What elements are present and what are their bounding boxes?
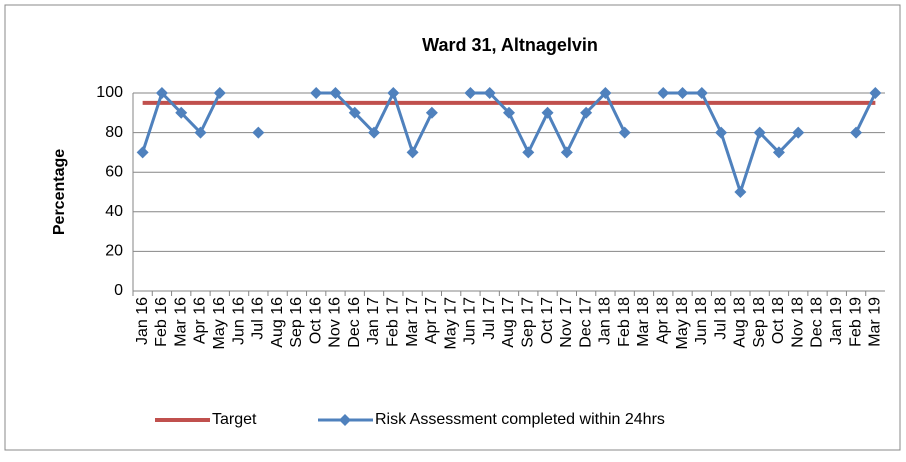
x-tick-label: Jun 17 — [462, 297, 479, 345]
chart-title: Ward 31, Altnagelvin — [422, 35, 598, 55]
data-point — [695, 87, 708, 99]
x-tick-label: Dec 16 — [346, 297, 363, 348]
data-point — [599, 87, 612, 99]
x-tick-label: Sep 18 — [751, 297, 768, 348]
data-point — [194, 126, 207, 139]
x-tick-label: Oct 18 — [770, 297, 787, 344]
legend-label: Target — [212, 411, 257, 428]
x-tick-label: Nov 18 — [789, 297, 806, 348]
data-point — [657, 87, 670, 99]
x-tick-label: May 16 — [211, 297, 228, 350]
x-tick-label: Nov 17 — [558, 297, 575, 348]
data-point — [503, 106, 515, 119]
data-point — [560, 146, 573, 159]
x-tick-label: Jan 16 — [134, 297, 151, 345]
x-tick-label: Jun 18 — [693, 297, 710, 345]
y-tick-label: 20 — [105, 243, 123, 260]
x-tick-label: Feb 18 — [616, 297, 633, 347]
y-tick-label: 0 — [114, 282, 123, 299]
x-tick-label: Jul 18 — [712, 297, 729, 340]
y-tick-label: 40 — [105, 203, 123, 220]
x-tick-label: Apr 17 — [423, 297, 440, 344]
x-tick-label: Mar 19 — [867, 297, 884, 347]
x-tick-label: Aug 17 — [500, 297, 517, 348]
x-tick-label: Oct 17 — [539, 297, 556, 344]
data-point — [329, 87, 342, 99]
data-point — [387, 87, 400, 99]
x-tick-label: Sep 17 — [520, 297, 537, 348]
data-point — [368, 126, 381, 139]
x-tick-label: Dec 17 — [577, 297, 594, 348]
data-point — [734, 186, 747, 198]
data-point — [541, 106, 554, 119]
data-point — [136, 146, 149, 159]
x-tick-label: Jul 17 — [481, 297, 498, 340]
x-tick-label: Jul 16 — [250, 297, 267, 340]
data-point — [406, 146, 419, 159]
x-tick-label: Jun 16 — [230, 297, 247, 345]
data-point — [580, 106, 593, 119]
x-tick-label: Jan 17 — [365, 297, 382, 345]
x-tick-label: May 18 — [674, 297, 691, 350]
data-point — [869, 87, 882, 99]
y-tick-label: 60 — [105, 163, 123, 180]
data-point — [425, 106, 438, 119]
legend-label: Risk Assessment completed within 24hrs — [375, 411, 665, 428]
data-point — [676, 87, 689, 99]
x-tick-label: Apr 16 — [192, 297, 209, 344]
legend-marker — [339, 414, 351, 426]
y-tick-label: 100 — [96, 84, 123, 101]
data-point — [483, 87, 496, 99]
data-point — [792, 126, 805, 139]
data-point — [753, 126, 766, 139]
x-tick-label: Mar 18 — [635, 297, 652, 347]
x-tick-label: Aug 16 — [269, 297, 286, 348]
data-point — [348, 106, 361, 119]
data-point — [772, 146, 785, 159]
data-point — [252, 126, 265, 139]
x-tick-label: May 17 — [442, 297, 459, 350]
x-tick-label: Feb 19 — [847, 297, 864, 347]
y-tick-label: 80 — [105, 124, 123, 141]
x-tick-label: Apr 18 — [654, 297, 671, 344]
x-tick-label: Aug 18 — [732, 297, 749, 348]
x-tick-label: Feb 16 — [153, 297, 170, 347]
data-point — [213, 87, 226, 99]
data-point — [310, 87, 323, 99]
y-axis-label: Percentage — [51, 149, 68, 235]
x-tick-label: Feb 17 — [385, 297, 402, 347]
x-tick-label: Nov 16 — [327, 297, 344, 348]
x-tick-label: Jan 18 — [597, 297, 614, 345]
data-point — [155, 87, 168, 99]
data-point — [464, 87, 477, 99]
x-tick-label: Mar 16 — [172, 297, 189, 347]
x-tick-label: Mar 17 — [404, 297, 421, 347]
data-point — [850, 126, 863, 139]
x-tick-label: Oct 16 — [307, 297, 324, 344]
x-tick-label: Sep 16 — [288, 297, 305, 348]
x-tick-label: Jan 19 — [828, 297, 845, 345]
data-point — [175, 106, 188, 119]
chart-border — [4, 4, 901, 451]
data-point — [618, 126, 631, 139]
data-point — [715, 126, 728, 139]
x-tick-label: Dec 18 — [809, 297, 826, 348]
data-point — [522, 146, 535, 159]
